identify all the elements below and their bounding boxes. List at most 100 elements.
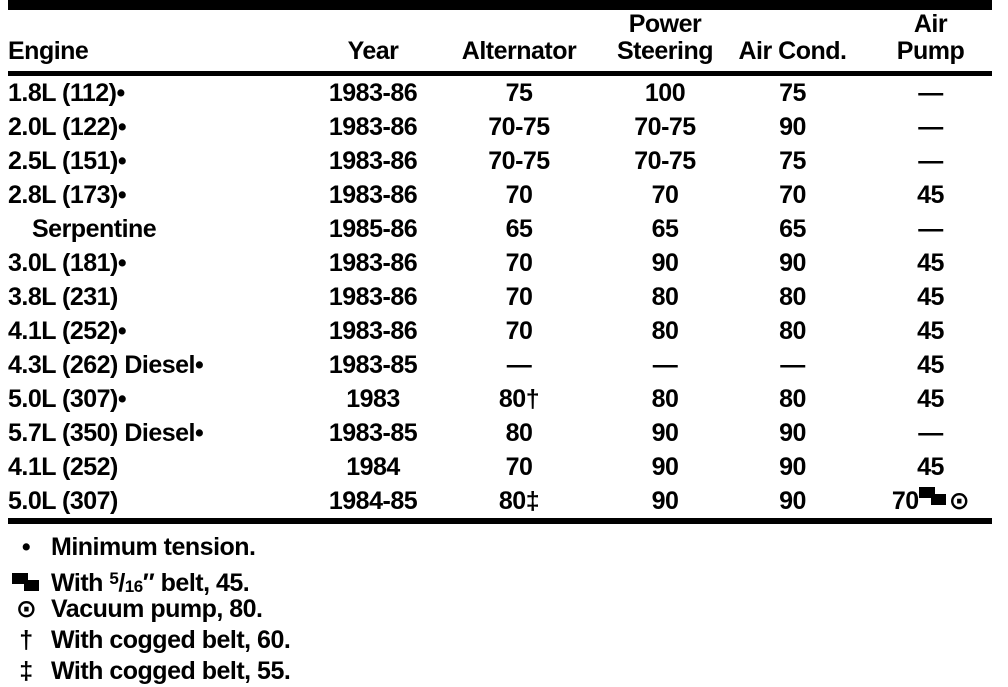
power-steering-cell: 70-75 — [634, 146, 696, 175]
footnote-text: With cogged belt, 60. — [51, 626, 291, 654]
alternator-cell: 80† — [498, 384, 540, 413]
dagger-icon: † — [19, 626, 33, 654]
table-row: Serpentine 1985-86 65 65 65 — — [8, 212, 992, 246]
alternator-cell: 70-75 — [488, 112, 550, 141]
engine-cell: 2.5L (151)• — [8, 146, 127, 175]
alternator-cell: 70 — [505, 282, 533, 311]
table-row: 3.8L (231) 1983-86 70 80 80 45 — [8, 280, 992, 314]
year-cell: 1983-86 — [328, 112, 418, 141]
air-cond-cell: — — [780, 350, 805, 379]
vacuum-pump-icon: ⊙ — [948, 486, 970, 515]
air-pump-cell: — — [918, 112, 943, 141]
power-steering-cell: 90 — [651, 452, 679, 481]
air-pump-cell: 45 — [917, 248, 944, 277]
air-cond-cell: 90 — [779, 452, 806, 481]
air-cond-cell: 80 — [779, 316, 806, 345]
air-pump-cell: — — [918, 146, 943, 175]
engine-cell-serpentine: Serpentine — [32, 214, 157, 243]
year-cell: 1983-85 — [328, 418, 418, 447]
year-cell: 1983-86 — [328, 316, 418, 345]
table-row: 2.0L (122)• 1983-86 70-75 70-75 90 — — [8, 110, 992, 144]
table-row: 4.3L (262) Diesel• 1983-85 — — — 45 — [8, 348, 992, 382]
air-pump-cell: — — [918, 214, 943, 243]
engine-cell: 4.1L (252) — [8, 452, 118, 481]
fraction-slash: / — [118, 569, 125, 597]
engine-cell: 3.0L (181)• — [8, 248, 127, 277]
vacuum-pump-icon: ⊙ — [15, 595, 37, 623]
engine-cell: 5.0L (307)• — [8, 384, 127, 413]
power-steering-cell: 80 — [651, 282, 679, 311]
double-square-icon — [8, 568, 44, 599]
air-pump-value: 70 — [891, 486, 919, 515]
year-cell: 1983-86 — [328, 78, 418, 107]
air-pump-cell: 45 — [917, 282, 944, 311]
belt-tension-table: Engine Year Alternator Power Steering Ai… — [8, 10, 992, 524]
air-cond-cell: 90 — [779, 418, 806, 447]
alternator-cell: 70-75 — [488, 146, 550, 175]
air-cond-cell: 90 — [779, 248, 806, 277]
table-header: Engine Year Alternator Power Steering Ai… — [8, 10, 992, 76]
table-row: 3.0L (181)• 1983-86 70 90 90 45 — [8, 246, 992, 280]
air-cond-cell: 70 — [779, 180, 806, 209]
alternator-cell: 65 — [505, 214, 533, 243]
year-cell: 1984-85 — [328, 486, 418, 515]
year-cell: 1983-86 — [328, 180, 418, 209]
footnote-vacuum-pump: ⊙ Vacuum pump, 80. — [8, 594, 992, 625]
air-pump-cell: 45 — [917, 350, 944, 379]
year-cell: 1983-86 — [328, 282, 418, 311]
table-row: 2.5L (151)• 1983-86 70-75 70-75 75 — — [8, 144, 992, 178]
alternator-cell: 70 — [505, 316, 533, 345]
alternator-cell: 70 — [505, 180, 533, 209]
footnotes: • Minimum tension. With 5/16″ belt, 45. ⊙… — [8, 532, 992, 687]
air-cond-cell: 80 — [779, 384, 806, 413]
col-header-alternator: Alternator — [438, 10, 600, 76]
year-cell: 1983-85 — [328, 350, 418, 379]
air-cond-cell: 90 — [779, 112, 806, 141]
footnote-cogged-belt-60: † With cogged belt, 60. — [8, 625, 992, 656]
table-row: 4.1L (252) 1984 70 90 90 45 — [8, 450, 992, 484]
col-header-air-pump: Air Pump — [855, 10, 992, 76]
air-pump-cell: — — [918, 418, 943, 447]
fraction-denominator: 16 — [124, 577, 143, 596]
double-dagger-icon: ‡ — [19, 657, 33, 685]
alternator-cell: 80 — [505, 418, 533, 447]
header-row: Engine Year Alternator Power Steering Ai… — [8, 10, 992, 76]
engine-cell: 5.0L (307) — [8, 486, 118, 515]
footnote-belt-size: With 5/16″ belt, 45. — [8, 563, 992, 597]
power-steering-cell: 65 — [651, 214, 679, 243]
air-pump-cell-with-markers: 70 ⊙ — [855, 484, 992, 521]
engine-cell: 5.7L (350) Diesel• — [8, 418, 204, 447]
col-header-engine: Engine — [8, 10, 308, 76]
air-cond-cell: 65 — [779, 214, 806, 243]
footnote-text: With cogged belt, 55. — [51, 657, 291, 685]
year-cell: 1984 — [346, 452, 400, 481]
engine-cell: 4.1L (252)• — [8, 316, 127, 345]
alternator-cell: 75 — [505, 78, 533, 107]
engine-cell: 4.3L (262) Diesel• — [8, 350, 204, 379]
year-cell: 1985-86 — [328, 214, 418, 243]
footnote-text: With 5/16″ belt, 45. — [51, 569, 250, 597]
engine-cell: 2.8L (173)• — [8, 180, 127, 209]
air-pump-cell: 45 — [917, 316, 944, 345]
table-row: 4.1L (252)• 1983-86 70 80 80 45 — [8, 314, 992, 348]
air-cond-cell: 80 — [779, 282, 806, 311]
table-row: 5.0L (307)• 1983 80† 80 80 45 — [8, 382, 992, 416]
table-row: 2.8L (173)• 1983-86 70 70 70 45 — [8, 178, 992, 212]
footnote-text: Minimum tension. — [51, 533, 256, 561]
alternator-cell: 80‡ — [498, 486, 540, 515]
footnote-cogged-belt-55: ‡ With cogged belt, 55. — [8, 656, 992, 687]
col-header-air-cond: Air Cond. — [730, 10, 855, 76]
power-steering-cell: 70-75 — [634, 112, 696, 141]
engine-cell: 2.0L (122)• — [8, 112, 127, 141]
power-steering-cell: 80 — [651, 384, 679, 413]
alternator-cell: — — [506, 350, 532, 379]
col-header-power-steering: Power Steering — [600, 10, 730, 76]
double-square-icon — [918, 486, 949, 509]
power-steering-cell: 90 — [651, 248, 679, 277]
alternator-cell: 70 — [505, 248, 533, 277]
table-row: 1.8L (112)• 1983-86 75 100 75 — — [8, 73, 992, 110]
power-steering-cell: 90 — [651, 486, 679, 515]
footnote-text: Vacuum pump, 80. — [51, 595, 263, 623]
power-steering-cell: 80 — [651, 316, 679, 345]
